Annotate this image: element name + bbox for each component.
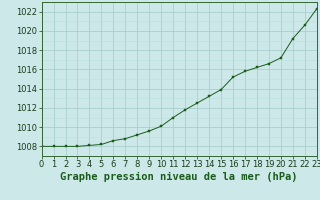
X-axis label: Graphe pression niveau de la mer (hPa): Graphe pression niveau de la mer (hPa) xyxy=(60,172,298,182)
